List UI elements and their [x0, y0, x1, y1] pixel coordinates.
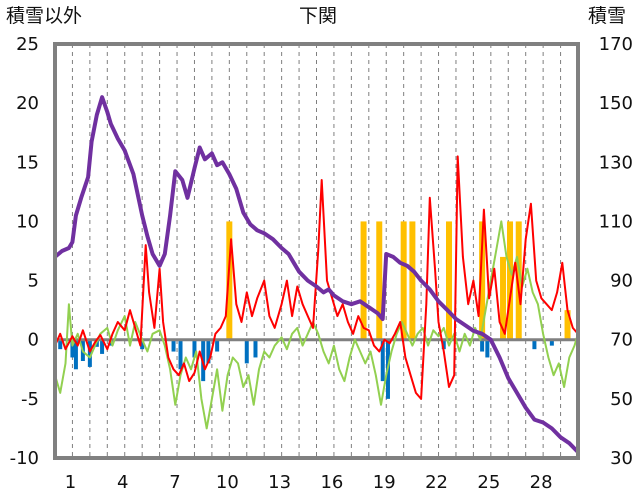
orange-bar — [507, 221, 514, 340]
orange-bar — [409, 221, 416, 340]
y-right-tick-label: 110 — [599, 211, 633, 232]
chart-title: 下関 — [299, 5, 337, 27]
x-tick-label: 13 — [268, 472, 291, 493]
blue-bar — [70, 339, 75, 358]
snow-depth-line — [53, 95, 580, 454]
y-right-tick-label: 70 — [610, 330, 633, 351]
blue-bar — [73, 339, 78, 370]
blue-bar — [380, 339, 385, 382]
y-left-tick-label: -5 — [21, 389, 39, 410]
blue-bar — [87, 339, 92, 367]
orange-bar — [226, 221, 233, 340]
orange-bar — [564, 310, 571, 340]
right-axis-label: 積雪 — [588, 5, 626, 27]
blue-bar — [244, 339, 249, 364]
x-tick-label: 10 — [216, 472, 239, 493]
x-tick-label: 22 — [425, 472, 448, 493]
red-series-line — [54, 155, 579, 400]
blue-bar — [549, 339, 554, 346]
orange-bar — [400, 221, 407, 340]
x-tick-label: 28 — [530, 472, 553, 493]
blue-bar — [192, 339, 197, 358]
blue-bar — [178, 339, 183, 370]
blue-bar — [171, 339, 176, 352]
line-series — [53, 95, 580, 454]
blue-bar — [58, 339, 63, 350]
blue-bar — [215, 339, 220, 352]
blue-bar — [480, 339, 485, 352]
plot-frame — [53, 42, 580, 460]
left-axis-label: 積雪以外 — [6, 5, 82, 27]
y-right-tick-label: 30 — [610, 448, 633, 469]
x-tick-label: 16 — [320, 472, 343, 493]
orange-bar — [515, 221, 522, 340]
y-right-tick-label: 90 — [610, 271, 633, 292]
y-right-tick-label: 150 — [599, 93, 633, 114]
blue-bar — [206, 339, 211, 364]
orange-bar — [479, 221, 486, 340]
x-tick-label: 7 — [169, 472, 180, 493]
x-tick-label: 19 — [373, 472, 396, 493]
blue-bar — [100, 339, 105, 354]
blue-bar — [253, 339, 258, 358]
y-left-tick-label: -10 — [10, 448, 39, 469]
blue-bar — [485, 339, 490, 358]
y-left-tick-label: 15 — [16, 152, 39, 173]
y-right-tick-label: 170 — [599, 34, 633, 55]
x-tick-label: 25 — [477, 472, 500, 493]
y-left-tick-label: 10 — [16, 211, 39, 232]
orange-bar — [445, 221, 452, 340]
y-left-tick-label: 25 — [16, 34, 39, 55]
blue-bar — [441, 339, 446, 350]
y-right-tick-label: 130 — [599, 152, 633, 173]
x-tick-label: 1 — [65, 472, 76, 493]
y-right-tick-label: 50 — [610, 389, 633, 410]
blue-bar — [140, 339, 145, 350]
x-tick-label: 4 — [117, 472, 128, 493]
orange-bar — [500, 256, 507, 340]
y-left-tick-label: 20 — [16, 93, 39, 114]
blue-bar — [532, 339, 537, 350]
y-left-tick-label: 0 — [28, 330, 39, 351]
y-left-tick-label: 5 — [28, 271, 39, 292]
orange-bar — [376, 221, 383, 340]
orange-bar — [360, 221, 367, 340]
green-series-line — [54, 220, 579, 430]
